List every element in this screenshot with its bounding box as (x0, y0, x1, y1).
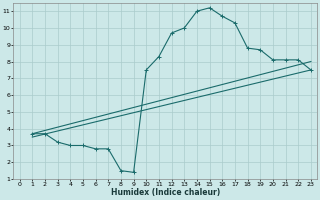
X-axis label: Humidex (Indice chaleur): Humidex (Indice chaleur) (111, 188, 220, 197)
